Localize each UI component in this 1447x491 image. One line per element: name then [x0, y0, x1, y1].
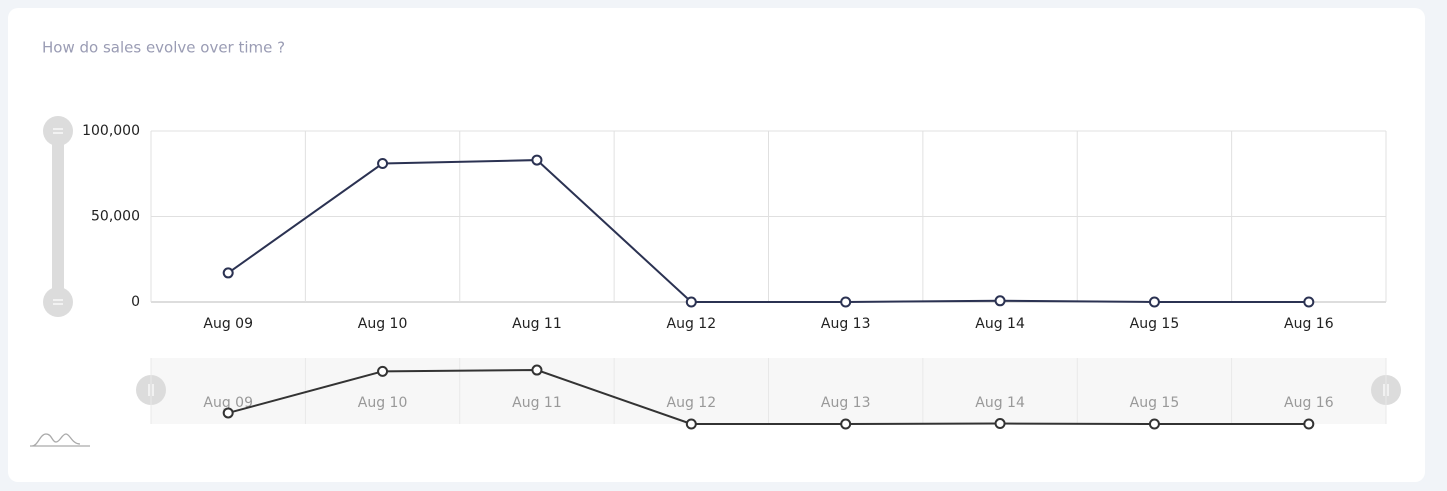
- navigator-label: Aug 13: [821, 395, 871, 411]
- navigator-label: Aug 15: [1130, 395, 1180, 411]
- y-tick-label: 0: [131, 294, 140, 310]
- navigator-label: Aug 12: [667, 395, 717, 411]
- navigator-label: Aug 14: [975, 395, 1025, 411]
- slider-handle[interactable]: [43, 287, 73, 317]
- x-tick-label: Aug 14: [975, 316, 1025, 332]
- navigator-line-point: [1303, 418, 1315, 430]
- navigator-label: Aug 09: [203, 395, 253, 411]
- navigator-line-point: [840, 418, 852, 430]
- line-point: [1148, 296, 1160, 308]
- y-tick-label: 100,000: [82, 123, 140, 139]
- x-tick-label: Aug 09: [203, 316, 253, 332]
- y-range-slider[interactable]: [43, 116, 73, 317]
- navigator-icon: [30, 433, 90, 447]
- slider-handle[interactable]: [43, 116, 73, 146]
- line-point: [222, 267, 234, 279]
- line-point: [994, 295, 1006, 307]
- navigator-label: Aug 10: [358, 395, 408, 411]
- line-point: [377, 157, 389, 169]
- navigator-line-point: [994, 418, 1006, 430]
- handle-grip: [148, 384, 1389, 396]
- navigator-line-point: [531, 364, 543, 376]
- x-tick-label: Aug 13: [821, 316, 871, 332]
- navigator-line: [227, 369, 1309, 425]
- x-tick-label: Aug 10: [358, 316, 408, 332]
- line-point: [840, 296, 852, 308]
- x-tick-label: Aug 16: [1284, 316, 1334, 332]
- line-point: [531, 154, 543, 166]
- navigator-line-point: [685, 418, 697, 430]
- navigator-line-point: [222, 407, 234, 419]
- line: [227, 159, 1309, 303]
- x-tick-label: Aug 12: [667, 316, 717, 332]
- line-point: [1303, 296, 1315, 308]
- chart-title: How do sales evolve over time ?: [42, 39, 285, 57]
- handle-grip: [53, 128, 63, 305]
- slider-track[interactable]: [52, 131, 64, 302]
- x-tick-label: Aug 15: [1130, 316, 1180, 332]
- navigator-line-point: [1148, 418, 1160, 430]
- navigator-label: Aug 16: [1284, 395, 1334, 411]
- navigator-label: Aug 11: [512, 395, 562, 411]
- x-tick-label: Aug 11: [512, 316, 562, 332]
- y-tick-label: 50,000: [91, 209, 140, 225]
- line-point: [685, 296, 697, 308]
- navigator-line-point: [377, 365, 389, 377]
